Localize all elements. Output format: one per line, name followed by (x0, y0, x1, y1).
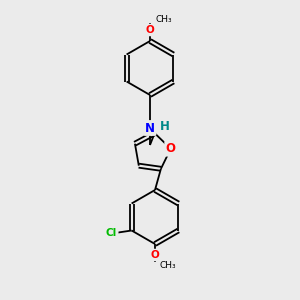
Text: Cl: Cl (106, 229, 117, 238)
Text: CH₃: CH₃ (159, 260, 175, 269)
Text: O: O (166, 142, 176, 155)
Text: O: O (146, 25, 154, 35)
Text: O: O (151, 250, 159, 260)
Text: H: H (160, 121, 170, 134)
Text: CH₃: CH₃ (155, 16, 172, 25)
Text: N: N (145, 122, 155, 134)
